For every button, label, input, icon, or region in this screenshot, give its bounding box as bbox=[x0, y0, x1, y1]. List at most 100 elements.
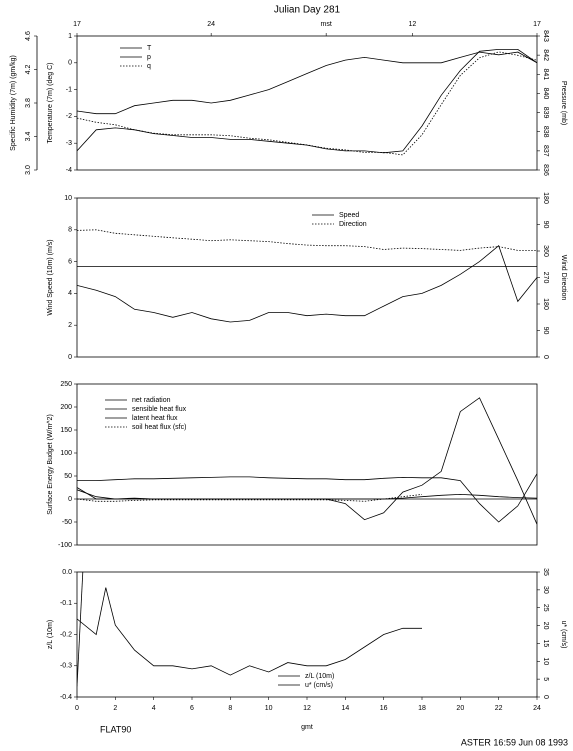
y-tick-label: -3 bbox=[66, 140, 72, 147]
y3-axis-label: Specific Humidity (7m) (gm/kg) bbox=[10, 55, 17, 151]
footer: ASTER 16:59 Jun 08 1993 bbox=[461, 737, 568, 747]
y-axis-label: Wind Speed (10m) (m/s) bbox=[47, 239, 54, 315]
series-line bbox=[77, 473, 537, 523]
y-tick-label: 8 bbox=[68, 227, 72, 234]
y-tick-label: 10 bbox=[64, 195, 72, 202]
y-tick-label: 150 bbox=[60, 427, 72, 434]
legend-label: soil heat flux (sfc) bbox=[132, 424, 186, 431]
series-line bbox=[77, 49, 537, 154]
y-tick-label: -0.2 bbox=[60, 631, 72, 638]
legend-label: T bbox=[147, 45, 152, 52]
x-tick-label: 20 bbox=[456, 705, 464, 712]
y-tick-label: 50 bbox=[64, 473, 72, 480]
x-axis-label: gmt bbox=[301, 724, 313, 731]
y-tick-label: -0.4 bbox=[60, 694, 72, 701]
y2-tick-label: 20 bbox=[542, 622, 549, 630]
y2-tick-label: 842 bbox=[542, 49, 549, 61]
y-tick-label: -50 bbox=[62, 519, 72, 526]
y2-tick-label: 5 bbox=[542, 677, 549, 681]
plot-frame bbox=[76, 35, 538, 171]
y3-tick-label: 4.2 bbox=[25, 65, 32, 75]
legend-label: Direction bbox=[339, 221, 367, 228]
x2-tick-label: 17 bbox=[533, 21, 541, 28]
x-tick-label: 4 bbox=[152, 705, 156, 712]
y2-tick-label: 839 bbox=[542, 107, 549, 119]
series-line bbox=[77, 51, 537, 115]
y-tick-label: 2 bbox=[68, 322, 72, 329]
y-tick-label: 0 bbox=[68, 60, 72, 67]
y-tick-label: 250 bbox=[60, 381, 72, 388]
x2-tick-label: 17 bbox=[73, 21, 81, 28]
plot-frame bbox=[76, 197, 538, 358]
legend-label: z/L (10m) bbox=[305, 673, 334, 680]
series-line bbox=[77, 587, 422, 676]
legend-label: latent heat flux bbox=[132, 415, 178, 422]
x-tick-label: 16 bbox=[380, 705, 388, 712]
x-tick-label: 6 bbox=[190, 705, 194, 712]
y-axis-label: Temperature (7m) (deg C) bbox=[47, 63, 54, 144]
y-tick-label: -2 bbox=[66, 113, 72, 120]
y2-tick-label: 360 bbox=[542, 245, 549, 257]
y-tick-label: -100 bbox=[58, 542, 72, 549]
x-tick-label: 2 bbox=[113, 705, 117, 712]
y3-tick-label: 3.0 bbox=[25, 165, 32, 175]
y2-tick-label: 35 bbox=[542, 568, 549, 576]
y2-tick-label: 841 bbox=[542, 68, 549, 80]
y3-tick-label: 4.6 bbox=[25, 31, 32, 41]
x2-tick-label: mst bbox=[321, 21, 332, 28]
series-line bbox=[77, 487, 537, 500]
y-axis-label: z/L (10m) bbox=[47, 620, 54, 649]
y2-axis-label: Wind Direction bbox=[560, 255, 567, 301]
legend-label: p bbox=[147, 54, 151, 61]
y2-tick-label: 837 bbox=[542, 145, 549, 157]
series-line bbox=[77, 51, 537, 156]
y2-tick-label: 0 bbox=[542, 695, 549, 699]
y2-tick-label: 270 bbox=[542, 272, 549, 284]
y-tick-label: 6 bbox=[68, 258, 72, 265]
x-tick-label: 8 bbox=[228, 705, 232, 712]
x2-tick-label: 12 bbox=[409, 21, 417, 28]
y2-tick-label: 90 bbox=[542, 221, 549, 229]
y2-tick-label: 840 bbox=[542, 88, 549, 100]
y3-tick-label: 3.8 bbox=[25, 98, 32, 108]
y2-tick-label: 0 bbox=[542, 355, 549, 359]
y-tick-label: 0 bbox=[68, 496, 72, 503]
y2-tick-label: 180 bbox=[542, 298, 549, 310]
x-tick-label: 22 bbox=[495, 705, 503, 712]
y2-tick-label: 843 bbox=[542, 30, 549, 42]
site-label: FLAT90 bbox=[100, 724, 131, 734]
y2-tick-label: 15 bbox=[542, 640, 549, 648]
y2-tick-label: 90 bbox=[542, 327, 549, 335]
y-tick-label: 4 bbox=[68, 290, 72, 297]
x-tick-label: 14 bbox=[341, 705, 349, 712]
y-tick-label: 0 bbox=[68, 354, 72, 361]
series-line bbox=[77, 245, 537, 323]
y2-tick-label: 838 bbox=[542, 126, 549, 138]
series-line bbox=[77, 572, 84, 687]
legend-label: sensible heat flux bbox=[132, 406, 187, 413]
y-tick-label: -4 bbox=[66, 167, 72, 174]
y-tick-label: 100 bbox=[60, 450, 72, 457]
y2-tick-label: 836 bbox=[542, 164, 549, 176]
y2-axis-label: u* (cm/s) bbox=[560, 621, 567, 649]
y2-tick-label: 180 bbox=[542, 192, 549, 204]
legend-label: q bbox=[147, 63, 151, 70]
legend-label: Speed bbox=[339, 212, 359, 219]
y-tick-label: -0.3 bbox=[60, 663, 72, 670]
y2-tick-label: 30 bbox=[542, 586, 549, 594]
x-tick-label: 12 bbox=[303, 705, 311, 712]
y3-tick-label: 3.4 bbox=[25, 132, 32, 142]
y2-tick-label: 25 bbox=[542, 604, 549, 612]
y2-axis-label: Pressure (mb) bbox=[560, 81, 567, 125]
y2-tick-label: 10 bbox=[542, 657, 549, 665]
series-line bbox=[77, 229, 537, 251]
y-axis-label: Surface Energy Budget (W/m^2) bbox=[47, 414, 54, 515]
y-tick-label: -1 bbox=[66, 86, 72, 93]
x-tick-label: 10 bbox=[265, 705, 273, 712]
x-tick-label: 24 bbox=[533, 705, 541, 712]
series-line bbox=[77, 494, 423, 502]
legend-label: u* (cm/s) bbox=[305, 682, 333, 689]
y-tick-label: 1 bbox=[68, 33, 72, 40]
y-tick-label: 200 bbox=[60, 404, 72, 411]
